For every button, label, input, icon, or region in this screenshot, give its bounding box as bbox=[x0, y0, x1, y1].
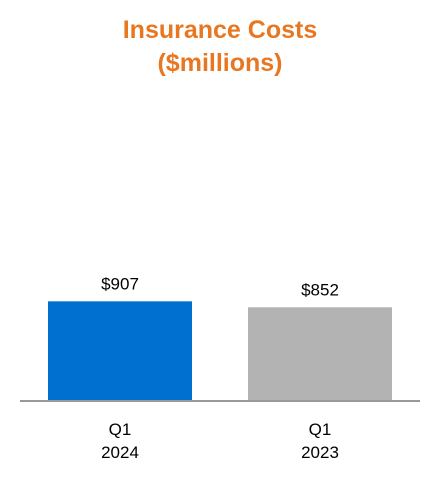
chart-title: Insurance Costs ($millions) bbox=[0, 14, 440, 80]
labels-group: $907 Q1 2024 $852 Q1 2023 bbox=[101, 274, 339, 462]
category-label-line2-1: 2023 bbox=[301, 443, 339, 462]
bar-0 bbox=[48, 301, 192, 400]
bar-1 bbox=[248, 307, 392, 400]
chart-title-line-2: ($millions) bbox=[157, 49, 283, 77]
category-label-line1-0: Q1 bbox=[109, 420, 132, 439]
category-label-line1-1: Q1 bbox=[309, 420, 332, 439]
bars-group bbox=[48, 301, 392, 400]
category-label-line2-0: 2024 bbox=[101, 443, 139, 462]
bar-value-label-0: $907 bbox=[101, 274, 139, 293]
bar-value-label-1: $852 bbox=[301, 280, 339, 299]
chart-title-line-1: Insurance Costs bbox=[122, 16, 318, 44]
